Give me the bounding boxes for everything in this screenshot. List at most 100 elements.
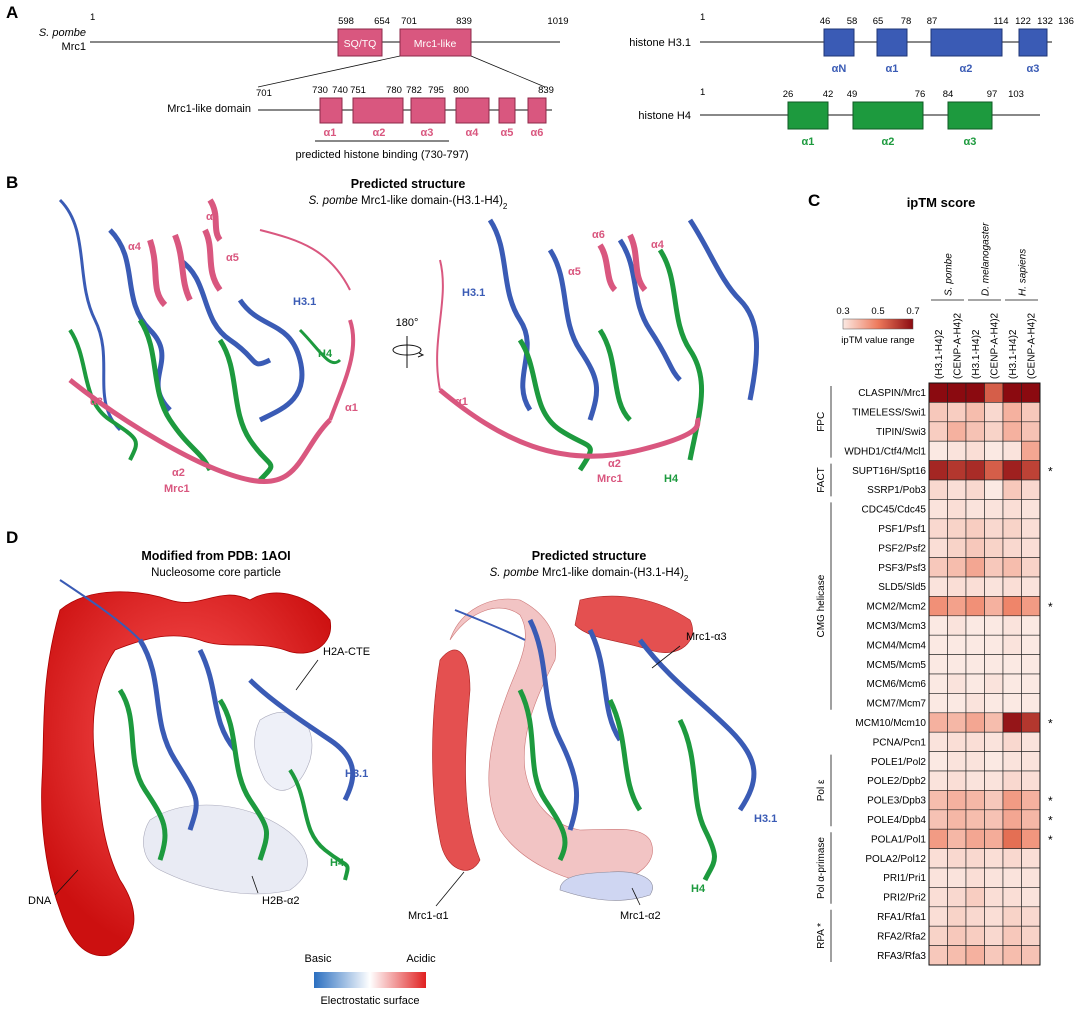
heatmap-cell: [965, 945, 985, 966]
heatmap-cell: [965, 460, 985, 481]
heatmap-cell: [1021, 654, 1041, 675]
like-num-780: 780: [386, 85, 402, 96]
right-label-h31: H3.1: [462, 287, 485, 299]
heatmap-cell: [984, 382, 1004, 403]
heatmap-cell: [984, 887, 1004, 908]
structure-right: [436, 218, 759, 472]
right-label-a4: α4: [651, 239, 665, 251]
heatmap-cell: [928, 770, 948, 791]
heatmap-cell: [1002, 615, 1022, 636]
heatmap-cell: [984, 848, 1004, 869]
heatmap-row-label: SLD5/Sld5: [878, 582, 926, 593]
h4-num-97: 97: [987, 89, 998, 100]
like-helix-1: [319, 97, 343, 124]
heatmap-cell: [1021, 460, 1041, 481]
significance-star: *: [1048, 794, 1053, 808]
leader-dna: [54, 869, 79, 896]
heatmap-cell: [947, 887, 967, 908]
heatmap-cell: [984, 790, 1004, 811]
heatmap-cell: [947, 693, 967, 714]
heatmap-cell: [1021, 499, 1041, 520]
left-label-a1: α1: [345, 402, 358, 414]
heatmap-row-label: TIPIN/Swi3: [876, 427, 926, 438]
label-h4-left: H4: [330, 857, 345, 869]
rotate-180-icon: [392, 336, 425, 368]
heatmap-cell: [965, 654, 985, 675]
heatmap-cell: [1002, 634, 1022, 655]
heatmap-cell: [1002, 925, 1022, 946]
heatmap-cell: [965, 557, 985, 578]
heatmap-cell: [965, 634, 985, 655]
mrc1-name: Mrc1: [62, 41, 86, 53]
heatmap-row-label: RFA1/Rfa1: [877, 912, 926, 923]
heatmap-cell: [1002, 731, 1022, 752]
heatmap-cell: [947, 809, 967, 830]
heatmap-cell: [928, 615, 948, 636]
like-num-730: 730: [312, 85, 328, 96]
heatmap-cell: [1002, 654, 1022, 675]
heatmap-cell: [1021, 596, 1041, 617]
like-num-740: 740: [332, 85, 348, 96]
sq-tq-domain: [337, 28, 383, 57]
heatmap-cell: [965, 712, 985, 733]
right-label-a6: α6: [592, 229, 605, 241]
heatmap-row-label: PSF1/Psf1: [878, 524, 926, 535]
heatmap-cell: [984, 673, 1004, 694]
heatmap-cell: [984, 634, 1004, 655]
heatmap-cell: [965, 537, 985, 558]
heatmap-cell: [928, 382, 948, 403]
heatmap-cell: [947, 479, 967, 500]
heatmap-cell: [1021, 615, 1041, 636]
mrc1-num-701: 701: [401, 16, 417, 27]
h4-helix-a3-label: α3: [964, 136, 977, 148]
mrc1-like-label: Mrc1-like: [414, 38, 457, 50]
heatmap-cell: [1002, 557, 1022, 578]
h3-num-87: 87: [927, 16, 938, 27]
label-h31-right: H3.1: [754, 813, 777, 825]
heatmap-column-label: (CENP-A-H4)2: [989, 312, 1000, 379]
heatmap-cell: [1021, 809, 1041, 830]
h3-helix-a1: [876, 28, 908, 57]
heatmap-cell: [965, 731, 985, 752]
heatmap-cell: [965, 848, 985, 869]
heatmap-cell: [984, 693, 1004, 714]
heatmap-cell: [1002, 828, 1022, 849]
like-domain-name: Mrc1-like domain: [167, 103, 251, 115]
iptm-caption: ipTM value range: [841, 335, 914, 346]
heatmap-cell: [928, 887, 948, 908]
group-label: FPC: [816, 412, 827, 432]
heatmap-cell: [947, 499, 967, 520]
heatmap-cell: [1002, 596, 1022, 617]
panel-b-subtitle: S. pombe Mrc1-like domain-(H3.1-H4)2: [309, 195, 508, 211]
mrc1-num-1019: 1019: [547, 16, 568, 27]
h4-num-49: 49: [847, 89, 858, 100]
species-label: S. pombe: [944, 253, 955, 296]
heatmap-row-label: MCM3/Mcm3: [867, 621, 927, 632]
heatmap-cell: [965, 770, 985, 791]
heatmap-cell: [984, 712, 1004, 733]
heatmap-cell: [965, 790, 985, 811]
heatmap-cell: [1021, 945, 1041, 966]
heatmap-cell: [984, 479, 1004, 500]
heatmap-cell: [984, 518, 1004, 539]
heatmap-row-label: POLE4/Dpb4: [867, 815, 926, 826]
mrc1-like-domain-box: [399, 28, 472, 57]
like-num-800: 800: [453, 85, 469, 96]
heatmap-cell: [947, 867, 967, 888]
heatmap-cell: [928, 537, 948, 558]
like-helix-5-label: α5: [501, 127, 514, 139]
leader-mrc1-a1: [435, 871, 465, 907]
heatmap-cell: [965, 596, 985, 617]
heatmap-row-label: SUPT16H/Spt16: [852, 466, 926, 477]
heatmap-row-label: CLASPIN/Mrc1: [858, 388, 926, 399]
heatmap-cell: [1021, 867, 1041, 888]
heatmap-row-label: POLA2/Pol12: [865, 854, 926, 865]
sq-tq-label: SQ/TQ: [344, 38, 377, 50]
heatmap-cell: [947, 557, 967, 578]
heatmap-cell: [1002, 576, 1022, 597]
heatmap-cell: [984, 770, 1004, 791]
h4-helix-a3: [947, 101, 993, 130]
species-label: D. melanogaster: [981, 222, 992, 296]
heatmap-cell: [1021, 576, 1041, 597]
like-helix-6: [527, 97, 547, 124]
